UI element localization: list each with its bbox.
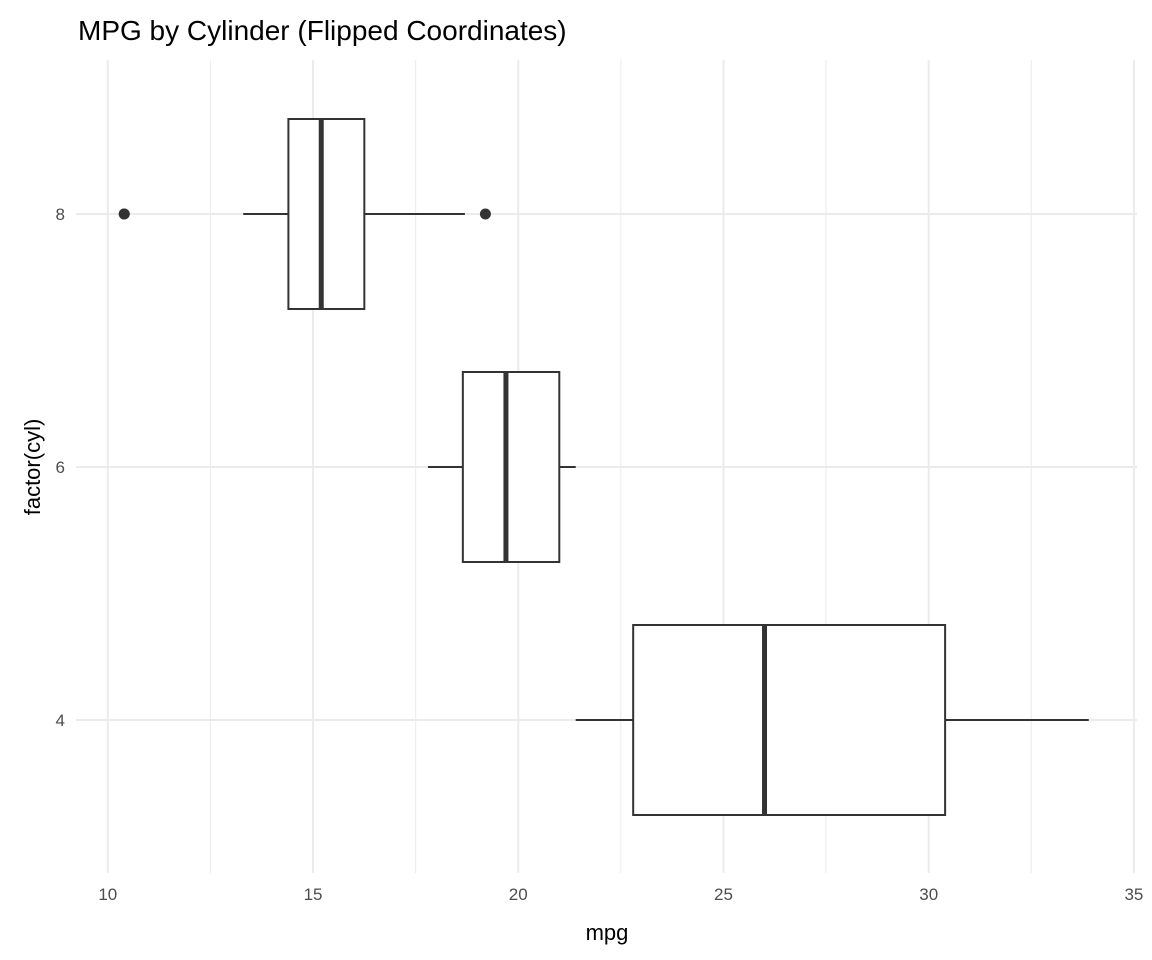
x-axis-label: mpg — [586, 920, 629, 945]
boxes — [118, 118, 1089, 816]
chart-title: MPG by Cylinder (Flipped Coordinates) — [78, 15, 567, 46]
x-tick-label: 10 — [98, 885, 117, 904]
x-axis-ticks: 10 15 20 25 30 35 — [98, 885, 1143, 904]
x-tick-label: 30 — [919, 885, 938, 904]
y-tick-label: 8 — [56, 205, 65, 224]
box-4 — [575, 624, 1089, 816]
y-axis-label: factor(cyl) — [20, 419, 45, 516]
x-tick-label: 15 — [304, 885, 323, 904]
x-tick-label: 20 — [509, 885, 528, 904]
outlier-point — [118, 208, 130, 220]
y-axis-ticks: 4 6 8 — [56, 205, 65, 730]
iqr-box — [287, 118, 366, 310]
iqr-box — [632, 624, 947, 816]
x-tick-label: 25 — [714, 885, 733, 904]
y-tick-label: 6 — [56, 458, 65, 477]
outlier-point — [479, 208, 491, 220]
grid-lines — [76, 60, 1137, 873]
box-8 — [118, 118, 491, 310]
box-6 — [427, 371, 576, 563]
y-tick-label: 4 — [56, 711, 65, 730]
iqr-box — [461, 371, 561, 563]
x-tick-label: 35 — [1124, 885, 1143, 904]
